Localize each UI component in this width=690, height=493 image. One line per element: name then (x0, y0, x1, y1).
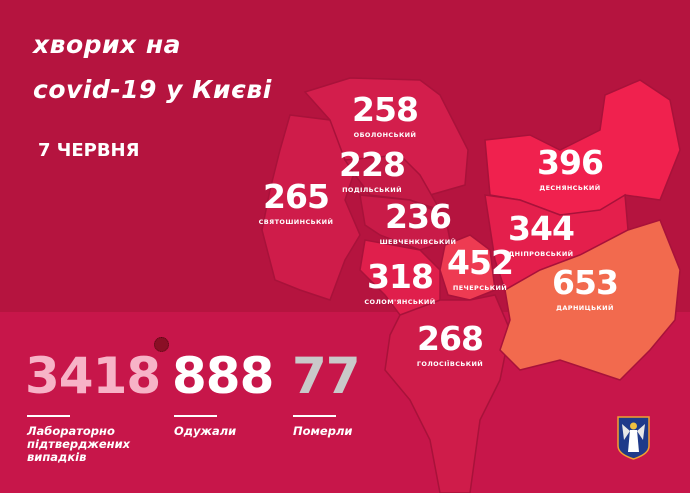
district-name: ДАРНИЦЬКИЙ (556, 304, 614, 312)
district-name: СВЯТОШИНСЬКИЙ (258, 218, 334, 226)
district-name: ПЕЧЕРСЬКИЙ (452, 284, 508, 292)
divider (174, 415, 217, 417)
district-obolonskyi (303, 77, 469, 196)
recovered-label: Одужали (174, 424, 237, 438)
district-name: ДНІПРОВСЬКИЙ (508, 250, 574, 258)
district-cases: 265 (263, 177, 330, 216)
district-cases: 318 (367, 257, 434, 296)
district-cases: 258 (352, 90, 419, 129)
district-name: ДЕСНЯНСЬКИЙ (539, 184, 601, 192)
confirmed-count: 3418 (25, 347, 161, 405)
district-cases: 344 (508, 209, 575, 248)
deaths-count: 77 (292, 347, 361, 405)
district-cases: 228 (339, 145, 406, 184)
deaths-label: Померли (293, 424, 353, 438)
district-cases: 396 (537, 143, 604, 182)
district-cases: 236 (385, 197, 452, 236)
district-cases: 653 (552, 263, 619, 302)
virus-icon (154, 337, 169, 352)
recovered-count: 888 (172, 347, 274, 405)
district-shevchenkivskyi (359, 194, 451, 251)
district-darnytskyi (499, 219, 681, 381)
district-name: ПОДІЛЬСЬКИЙ (342, 186, 402, 194)
district-name: СОЛОМ'ЯНСЬКИЙ (364, 298, 436, 306)
district-podilskyi (343, 154, 442, 212)
divider (293, 415, 336, 417)
district-name: ШЕВЧЕНКІВСЬКИЙ (379, 238, 457, 246)
kyiv-coat-of-arms (617, 416, 650, 460)
title-line-2: covid-19 у Києві (33, 75, 272, 104)
district-cases: 268 (417, 319, 484, 358)
title-line-1: хворих на (33, 30, 182, 59)
district-holosiivskyi (384, 294, 511, 493)
divider (27, 415, 70, 417)
confirmed-label: Лабораторно підтверджених випадків (27, 424, 131, 464)
date-label: 7 ЧЕРВНЯ (38, 140, 140, 161)
district-name: ГОЛОСІЇВСЬКИЙ (416, 360, 484, 368)
district-pecherskyi (439, 234, 496, 301)
district-cases: 452 (447, 243, 514, 282)
district-name: ОБОЛОНСЬКИЙ (353, 131, 417, 139)
